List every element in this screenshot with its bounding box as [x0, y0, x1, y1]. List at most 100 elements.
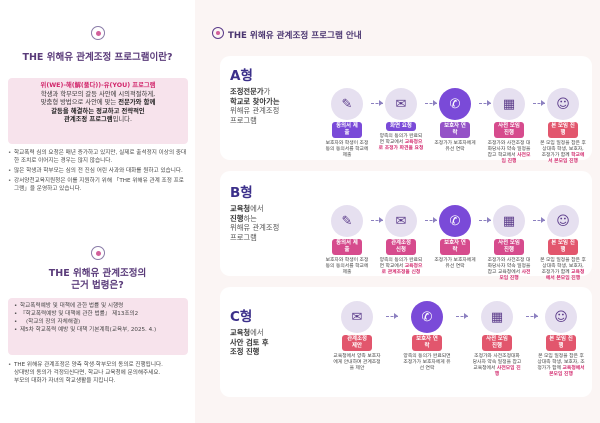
step: ✆ 보호자 연락 양측의 동의가 완료되면 조정가가 보호자에게 유선 연락: [402, 301, 452, 372]
type-c-head: C형 교육청에서 사안 검토 후 조정 진행: [230, 309, 322, 357]
intro-bold: 관계조정 프로그램: [64, 116, 113, 124]
desc-em: 교육청: [230, 204, 251, 213]
step: ✉ 관계조정 제안 교육청에서 양측 보호자에게 안내하며 관계조정을 제안: [332, 301, 382, 372]
step-text: 조정가와 사전조정 대화당사자 약속 일정을 잡고 학교에서 사전모임 진행: [486, 141, 532, 165]
step-label: 관계조정 제안: [342, 335, 372, 351]
step-text: 조정가와 사전조정대화당사자 약속 일정을 잡고 교육청에서 사전모임 진행: [472, 354, 522, 378]
step-label: 관계조정 신청: [386, 239, 416, 255]
step-text-body: 본 모임 일정을 잡은 후 상대측 학생, 보호자, 조정가가 함께: [540, 141, 586, 159]
intro-bold: 전문가와 함께: [118, 99, 156, 107]
desc-em: 조정 진행: [230, 347, 260, 357]
footer-line: THE 위해유 관계조정은 양측 학생·학부모의 동의로 진행됩니다.: [14, 362, 163, 368]
clipboard-icon: ✉: [385, 205, 417, 237]
type-desc: 교육청에서 진행하는 위해유 관계조정 프로그램: [230, 204, 322, 242]
type-a-card: A형 조정전문가가 학교로 찾아가는 위해유 관계조정 프로그램 ✎ 동의서 제…: [220, 56, 592, 164]
type-a-steps: ✎ 동의서 제출 보호자와 학생이 조정동의 동의서를 학교에 제출 ✉ 화면 …: [324, 56, 586, 164]
phone-icon: ✆: [439, 88, 471, 120]
document-icon: ✎: [331, 88, 363, 120]
arrow-icon: [371, 100, 383, 107]
section2-title-line: THE 위해유 관계조정의: [48, 268, 147, 279]
guide-title: THE 위해유 관계조정 프로그램 안내: [228, 31, 362, 41]
step-text-body: 본 모임 일정을 잡은 후 상대측 학생, 보호자, 조정가가 함께: [537, 354, 585, 372]
step-label: 동의서 제출: [332, 239, 362, 255]
arrow-icon: [386, 313, 398, 320]
intro-bold: 갈등을 해결하는 정교하고 전략적인: [51, 107, 145, 115]
desc-em: 사안 검토 후: [230, 337, 269, 347]
step-text: 조정가가 보호자에게 유선 연락: [432, 141, 478, 153]
step-label: 본 모임 진행: [548, 239, 578, 255]
law-item: 제5차 학교폭력 예방 및 대책 기본계획(교육부, 2025. 4.): [14, 326, 182, 334]
step-text-body: 양측의 동의가 완료되면 학교에서: [379, 258, 423, 270]
step-text: 조정가가 보호자에게 유선 연락: [432, 258, 478, 270]
people-meeting-icon: ☺: [547, 205, 579, 237]
desc-em: 학교로 찾아가는: [230, 96, 280, 106]
desc-em: 조정전문가: [230, 87, 264, 96]
step-text: 보호자와 학생이 조정동의 동의서를 학교에 제출: [324, 141, 370, 159]
intro-program-name: 위(WE)-해(解(풀다))-유(YOU) 프로그램: [40, 82, 156, 89]
type-letter: C형: [230, 309, 253, 325]
people-meeting-icon: ☺: [547, 88, 579, 120]
step-text: 본 모임 일정을 잡은 후 상대측 학생, 보호자, 조정가가 함께 교육청에서…: [536, 354, 586, 378]
step: ✆ 보호자 연락 조정가가 보호자에게 유선 연락: [432, 205, 478, 270]
step-text: 본 모임 일정을 잡은 후 상대측 학생, 보호자, 조정가가 함께 교육청에서…: [540, 258, 586, 282]
step-label: 본 모임 진행: [546, 335, 576, 351]
calendar-icon: ▦: [481, 301, 513, 333]
step-text-body: 조정가와 사전조정 대화당사자 약속 일정을 잡고 학교에서: [487, 141, 531, 159]
step-label: 사전 모임 진행: [494, 239, 524, 255]
bullet-item: 많은 학생과 학부모는 심의 전 진심 어린 사과와 대화를 원하고 있습니다.: [8, 168, 188, 176]
desc-text: 프로그램: [230, 232, 257, 242]
step-label: 화면 요청: [386, 122, 416, 131]
type-b-head: B형 교육청에서 진행하는 위해유 관계조정 프로그램: [230, 185, 322, 242]
arrow-icon: [533, 217, 545, 224]
document-icon: ✎: [331, 205, 363, 237]
bullet-item: 학교폭력 심의 요청은 매년 증가하고 있지만, 실제로 출석정지 이상의 중대…: [8, 150, 188, 166]
step: ✎ 동의서 제출 보호자와 학생이 조정동의 동의서를 학교에 제출: [324, 88, 370, 159]
step-label: 보호자 연락: [440, 122, 470, 138]
step: ▦ 사전 모임 진행 조정가와 사전조정 대화당사자 약속 일정을 잡고 교육청…: [486, 205, 532, 282]
desc-em: 진행: [230, 213, 244, 223]
step-text-body: 교육청에서 양측 보호자에게 안내하며 관계조정을 제안: [333, 354, 381, 372]
step-text: 양측의 동의가 완료되면 학교에서 교육청으로 관계조정을 신청: [378, 258, 424, 276]
intro-line: 맞춤형 방법으로 사안에 맞는: [40, 99, 117, 107]
step: ✆ 보호자 연락 조정가가 보호자에게 유선 연락: [432, 88, 478, 153]
type-a-head: A형 조정전문가가 학교로 찾아가는 위해유 관계조정 프로그램: [230, 68, 322, 125]
step-label: 보호자 연락: [412, 335, 442, 351]
arrow-icon: [526, 313, 538, 320]
section2-title-line: 근거 법령은?: [71, 280, 124, 291]
footer-line: 부모의 대화가 자녀의 학교생활을 지킵니다.: [14, 377, 116, 384]
step-text-body: 보호자와 학생이 조정동의 동의서를 학교에 제출: [325, 258, 369, 276]
type-letter: A형: [230, 68, 253, 84]
phone-icon: ✆: [439, 205, 471, 237]
scale-icon: [91, 246, 105, 260]
step-text: 조정가와 사전조정 대화당사자 약속 일정을 잡고 교육청에서 사전모임 진행: [486, 258, 532, 282]
step-text-body: 조정가가 보호자에게 유선 연락: [434, 258, 476, 270]
desc-text: 위해유 관계조정: [230, 223, 280, 233]
desc-em: 교육청: [230, 328, 251, 337]
step-text: 보호자와 학생이 조정동의 동의서를 학교에 제출: [324, 258, 370, 276]
step: ☺ 본 모임 진행 본 모임 일정을 잡은 후 상대측 학생, 보호자, 조정가…: [540, 205, 586, 282]
step-text-body: 양측의 동의가 완료되면 학교에서: [379, 134, 423, 146]
law-item: 『학교폭력예방 및 대책에 관한 법률』 제13조의2: [14, 310, 182, 318]
mail-icon: ✉: [341, 301, 373, 333]
step-text-highlight: 교육청에서 본모임 진행: [545, 270, 585, 282]
step-text-body: 보호자와 학생이 조정동의 동의서를 학교에 제출: [325, 141, 369, 159]
law-item: (학교의 장의 자체해결): [14, 318, 182, 326]
step-label: 보호자 연락: [440, 239, 470, 255]
step-label: 본 모임 진행: [548, 122, 578, 138]
intro-end: 입니다.: [112, 116, 132, 124]
section2-title: THE 위해유 관계조정의 근거 법령은?: [0, 268, 195, 292]
footer-bullet: THE 위해유 관계조정은 양측 학생·학부모의 동의로 진행됩니다. 상대방의…: [8, 362, 188, 386]
step-text: 양측의 동의가 완료되면 학교에서 교육청으로 조정가 파견을 요청: [378, 134, 424, 152]
medal-icon: [91, 26, 105, 40]
desc-text: 에서: [250, 328, 264, 337]
step: ✉ 관계조정 신청 양측의 동의가 완료되면 학교에서 교육청으로 관계조정을 …: [378, 205, 424, 276]
step-text-body: 양측의 동의가 완료되면 조정가가 보호자에게 유선 연락: [403, 354, 451, 372]
desc-text: 프로그램: [230, 115, 257, 125]
step-label: 사전 모임 진행: [494, 122, 524, 138]
step: ▦ 사전 모임 진행 조정가와 사전조정 대화당사자 약속 일정을 잡고 학교에…: [486, 88, 532, 165]
step-text-highlight: 사전모임 진행: [501, 153, 531, 165]
people-meeting-icon: ☺: [545, 301, 577, 333]
step-text: 본 모임 일정을 잡은 후 상대측 학생, 보호자, 조정가가 함께 학교에서 …: [540, 141, 586, 165]
target-icon: [212, 27, 224, 39]
type-desc: 교육청에서 사안 검토 후 조정 진행: [230, 328, 322, 357]
